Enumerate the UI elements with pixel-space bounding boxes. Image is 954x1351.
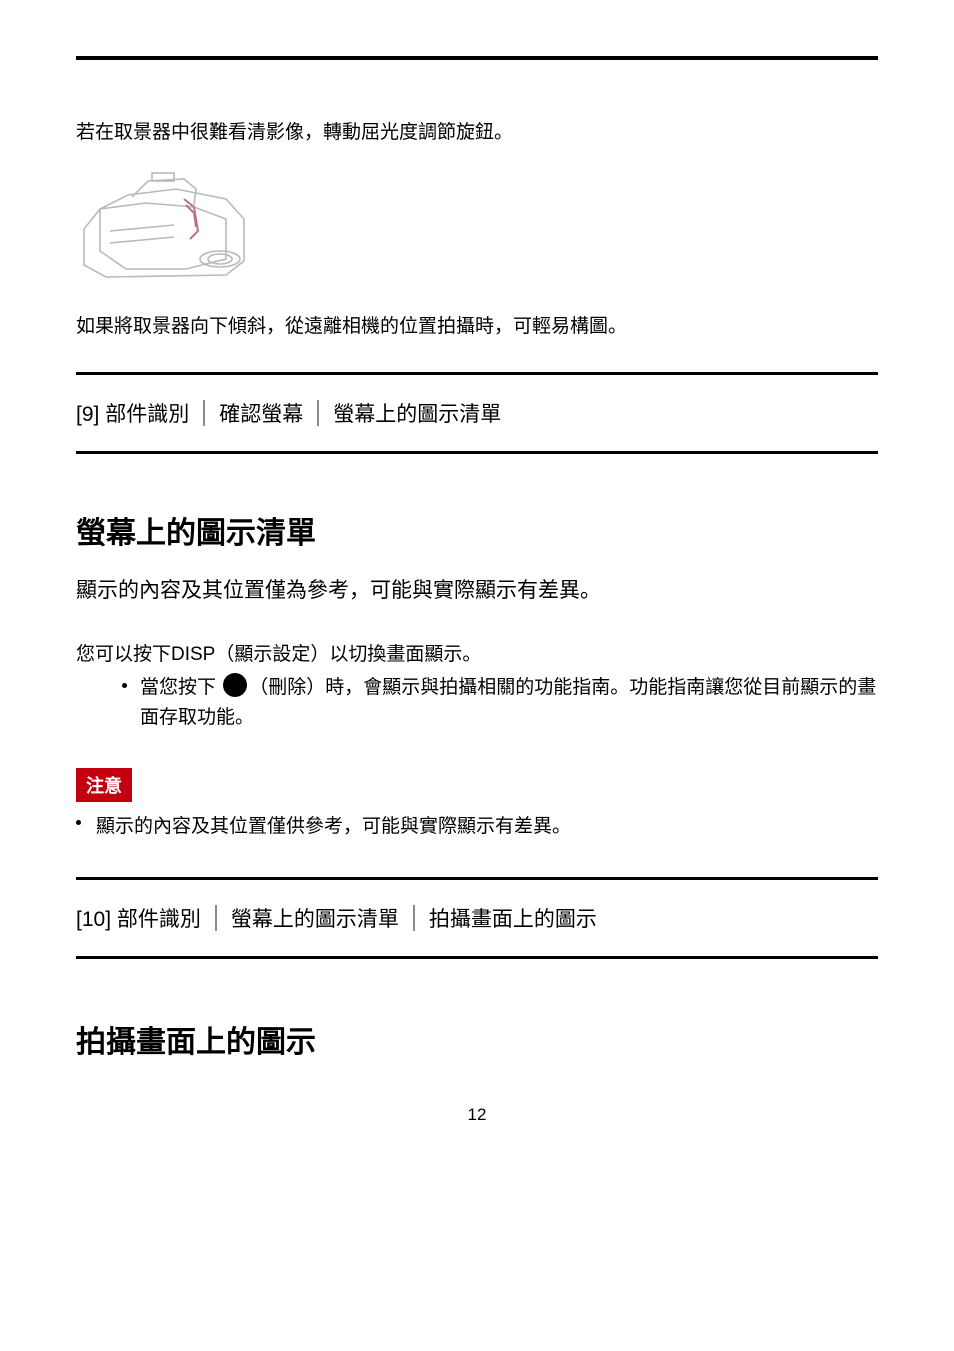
camera-illustration [76,165,252,285]
page-number: 12 [76,1105,878,1125]
section3-paragraph-2: 您可以按下DISP（顯示設定）以切換畫面顯示。 [76,639,878,670]
breadcrumb-separator-icon [203,400,205,426]
breadcrumb1-top-rule [76,372,878,375]
breadcrumb1-crumb2: 螢幕上的圖示清單 [333,398,501,428]
note-item: 顯示的內容及其位置僅供參考，可能與實際顯示有差異。 [76,812,878,841]
breadcrumb-separator-icon [413,905,415,931]
bullet-icon [76,812,84,841]
breadcrumb2-crumb2: 拍攝畫面上的圖示 [429,903,597,933]
breadcrumb-separator-icon [215,905,217,931]
document-page: 若在取景器中很難看清影像，轉動屈光度調節旋鈕。 如果將取景器向下傾斜，從遠離相機… [0,0,954,1125]
breadcrumb-1: [9] 部件識別 確認螢幕 螢幕上的圖示清單 [76,397,878,429]
breadcrumb1-crumb1: 確認螢幕 [219,398,303,428]
section1-intro: 若在取景器中很難看清影像，轉動屈光度調節旋鈕。 [76,118,878,147]
breadcrumb-separator-icon [317,400,319,426]
section4-heading: 拍攝畫面上的圖示 [76,1017,878,1061]
breadcrumb2-crumb1: 螢幕上的圖示清單 [231,903,399,933]
section3-heading: 螢幕上的圖示清單 [76,508,878,552]
top-rule [76,56,878,60]
breadcrumb2-lead: [10] 部件識別 [76,903,201,933]
note-label: 注意 [76,768,132,802]
section3-sub-bullet: 當您按下 （刪除）時，會顯示與拍攝相關的功能指南。功能指南讓您從目前顯示的畫面存… [76,673,878,734]
section2-text: 如果將取景器向下傾斜，從遠離相機的位置拍攝時，可輕易構圖。 [76,312,878,341]
breadcrumb1-bottom-rule [76,451,878,454]
bullet-icon [122,673,130,734]
breadcrumb2-top-rule [76,877,878,880]
breadcrumb-2: [10] 部件識別 螢幕上的圖示清單 拍攝畫面上的圖示 [76,902,878,934]
breadcrumb1-lead: [9] 部件識別 [76,398,189,428]
note-text: 顯示的內容及其位置僅供參考，可能與實際顯示有差異。 [96,812,571,841]
section3-paragraph-1: 顯示的內容及其位置僅為參考，可能與實際顯示有差異。 [76,574,878,608]
breadcrumb2-bottom-rule [76,956,878,959]
delete-button-glyph-icon [223,673,247,697]
section3-sub-bullet-text: 當您按下 （刪除）時，會顯示與拍攝相關的功能指南。功能指南讓您從目前顯示的畫面存… [140,673,878,734]
